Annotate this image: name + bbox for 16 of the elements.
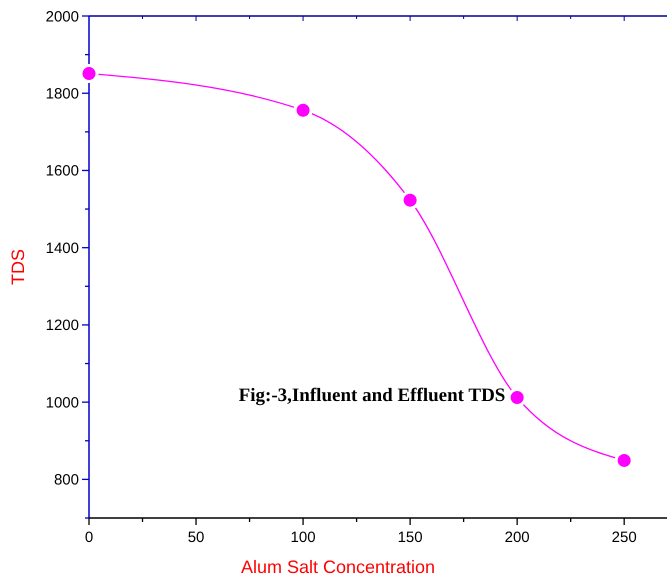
x-tick-label: 100 [290, 529, 316, 546]
x-axis-title: Alum Salt Concentration [240, 557, 436, 577]
y-tick-label: 1400 [46, 240, 79, 257]
x-tick-label: 250 [612, 529, 637, 546]
x-tick-label: 0 [84, 529, 94, 546]
y-tick-label: 800 [54, 472, 79, 489]
x-tick-label: 150 [398, 529, 423, 546]
x-tick-label: 50 [188, 529, 204, 546]
y-tick-label: 1000 [46, 394, 79, 412]
y-tick-label: 1600 [46, 162, 79, 180]
y-axis-title: TDS [8, 249, 28, 285]
annotation: Fig:-3,Influent and Effluent TDS [238, 385, 506, 406]
y-tick-label: 1200 [46, 317, 79, 334]
x-tick-label: 200 [504, 529, 530, 546]
y-tick-label: 2000 [46, 8, 79, 26]
y-tick-label: 1800 [46, 85, 79, 102]
